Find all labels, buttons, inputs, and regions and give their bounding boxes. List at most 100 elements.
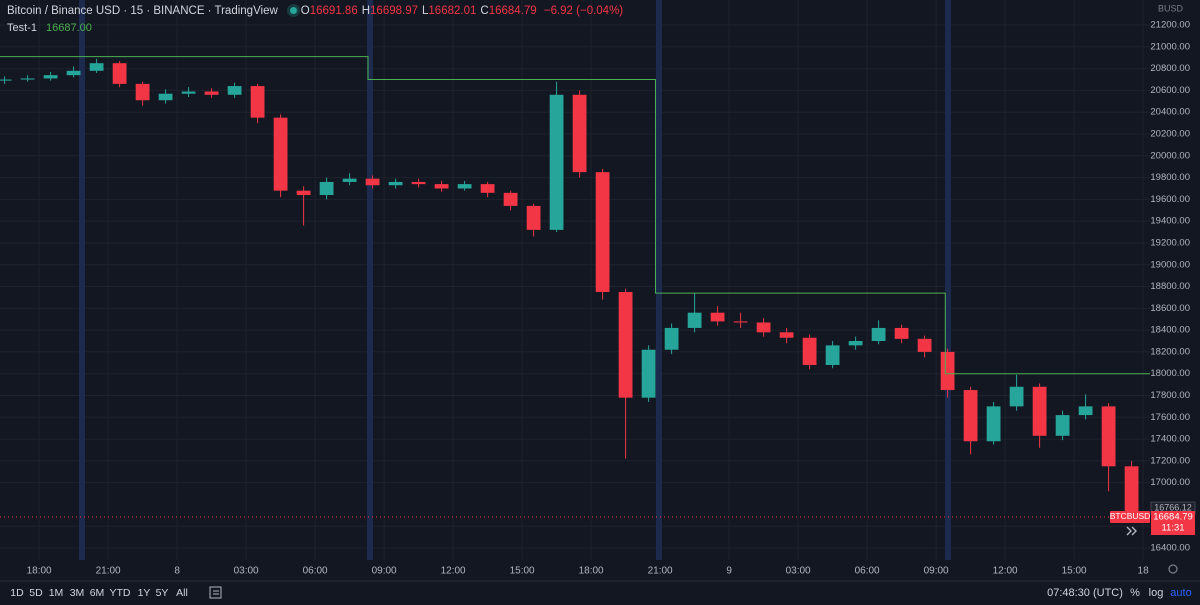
x-tick-label: 18 — [1138, 566, 1150, 577]
price-marker-label: 16766.12 — [1154, 503, 1192, 513]
session-break — [367, 0, 373, 560]
candle-body — [1055, 415, 1070, 436]
range-button[interactable]: 3M — [70, 587, 85, 599]
candle-body — [687, 312, 702, 328]
candle-body — [503, 192, 518, 206]
x-tick-label: 18:00 — [579, 566, 604, 577]
auto-toggle[interactable]: auto — [1170, 587, 1191, 599]
candle-body — [825, 345, 840, 365]
candle-body — [227, 86, 242, 95]
candle-body — [434, 184, 449, 189]
symbol-title: Bitcoin / Binance USD · 15 · BINANCE · T… — [7, 5, 278, 17]
y-tick-label: 19800.00 — [1150, 172, 1190, 183]
range-button[interactable]: 5Y — [156, 587, 169, 599]
range-button[interactable]: All — [176, 587, 188, 599]
ohlc-value: 16698.97 — [370, 5, 418, 17]
x-tick-label: 15:00 — [1062, 566, 1087, 577]
percent-toggle[interactable]: % — [1130, 587, 1140, 599]
candle-body — [963, 390, 978, 442]
x-tick-label: 03:00 — [234, 566, 259, 577]
range-button[interactable]: YTD — [110, 587, 131, 599]
x-tick-label: 12:00 — [441, 566, 466, 577]
clock: 07:48:30 (UTC) — [1047, 587, 1123, 599]
y-tick-label: 18600.00 — [1150, 303, 1190, 314]
candle-body — [917, 338, 932, 352]
candle-body — [549, 94, 564, 230]
range-button[interactable]: 5D — [29, 587, 43, 599]
candle-body — [986, 406, 1001, 442]
candle-body — [319, 181, 334, 196]
x-tick-label: 06:00 — [855, 566, 880, 577]
ohlc-value: 16682.01 — [428, 5, 477, 17]
y-tick-label: 20000.00 — [1150, 150, 1190, 161]
currency-label: BUSD — [1158, 3, 1184, 13]
x-tick-label: 09:00 — [372, 566, 397, 577]
x-tick-label: 21:00 — [96, 566, 121, 577]
candle-body — [0, 79, 12, 81]
indicator-value: 16687.00 — [46, 22, 92, 34]
candle-body — [43, 75, 58, 79]
candle-body — [710, 312, 725, 322]
candle-body — [342, 178, 357, 182]
indicator-legend: Test-1 16687.00 — [7, 22, 92, 34]
candle-body — [618, 291, 633, 398]
candle-body — [641, 349, 656, 398]
y-tick-label: 17600.00 — [1150, 412, 1190, 423]
range-button[interactable]: 1Y — [138, 587, 151, 599]
market-status — [289, 7, 297, 14]
candle-body — [365, 178, 380, 186]
candle-body — [779, 332, 794, 338]
grid — [0, 0, 1150, 560]
candle-body — [1101, 406, 1116, 467]
symbol-tag-label: BTCBUSD — [1110, 511, 1151, 521]
compare-icon[interactable] — [209, 586, 222, 599]
candle-body — [848, 341, 863, 346]
y-tick-label: 21000.00 — [1150, 41, 1190, 52]
last-price-label: 16684.79 — [1153, 512, 1193, 523]
y-tick-label: 20200.00 — [1150, 129, 1190, 140]
y-tick-label: 18800.00 — [1150, 281, 1190, 292]
candle-body — [802, 337, 817, 365]
candle-body — [480, 184, 495, 193]
session-break — [656, 0, 662, 560]
x-tick-label: 09:00 — [924, 566, 949, 577]
candle-body — [1124, 466, 1139, 517]
indicator-name: Test-1 — [7, 22, 37, 34]
x-tick-label: 9 — [726, 566, 732, 577]
chevron-icon — [1126, 526, 1137, 536]
candle-body — [664, 327, 679, 350]
ohlc-label: H — [361, 5, 371, 17]
x-tick-label: 03:00 — [786, 566, 811, 577]
y-tick-label: 20400.00 — [1150, 107, 1190, 118]
ohlc-value: 16684.79 — [488, 5, 537, 17]
y-tick-label: 17400.00 — [1150, 434, 1190, 445]
range-button[interactable]: 1D — [10, 587, 24, 599]
candle-body — [572, 94, 587, 173]
candle-body — [411, 181, 426, 185]
y-tick-label: 19200.00 — [1150, 237, 1190, 248]
candle-body — [595, 172, 610, 292]
y-tick-label: 18000.00 — [1150, 368, 1190, 379]
ohlc-value: 16691.86 — [309, 5, 358, 17]
range-button[interactable]: 1M — [49, 587, 64, 599]
log-toggle[interactable]: log — [1149, 587, 1164, 599]
candle-body — [1078, 406, 1093, 416]
session-break — [79, 0, 85, 560]
x-tick-label: 15:00 — [510, 566, 535, 577]
range-button[interactable]: 6M — [90, 587, 105, 599]
scroll-icon[interactable] — [1126, 526, 1137, 536]
y-tick-label: 18200.00 — [1150, 346, 1190, 357]
y-tick-label: 20800.00 — [1150, 63, 1190, 74]
candle-body — [871, 327, 886, 342]
candle-body — [894, 327, 909, 339]
candle-body — [526, 205, 541, 230]
settings-icon[interactable] — [1168, 564, 1178, 574]
candle-body — [20, 78, 35, 80]
y-tick-label: 18400.00 — [1150, 325, 1190, 336]
x-tick-label: 21:00 — [648, 566, 673, 577]
candle-body — [66, 70, 81, 76]
x-tick-label: 18:00 — [27, 566, 52, 577]
candle-body — [135, 83, 150, 101]
y-tick-label: 17200.00 — [1150, 455, 1190, 466]
